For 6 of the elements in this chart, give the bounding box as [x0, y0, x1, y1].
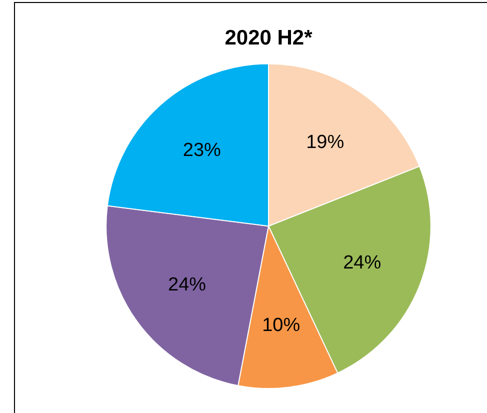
data-label: 19%: [306, 132, 344, 154]
data-label: 24%: [343, 252, 382, 274]
chart-title: 2020 H2*: [224, 26, 314, 50]
data-label: 10%: [262, 315, 300, 336]
data-label: 23%: [182, 140, 222, 161]
data-label: 24%: [168, 274, 206, 296]
